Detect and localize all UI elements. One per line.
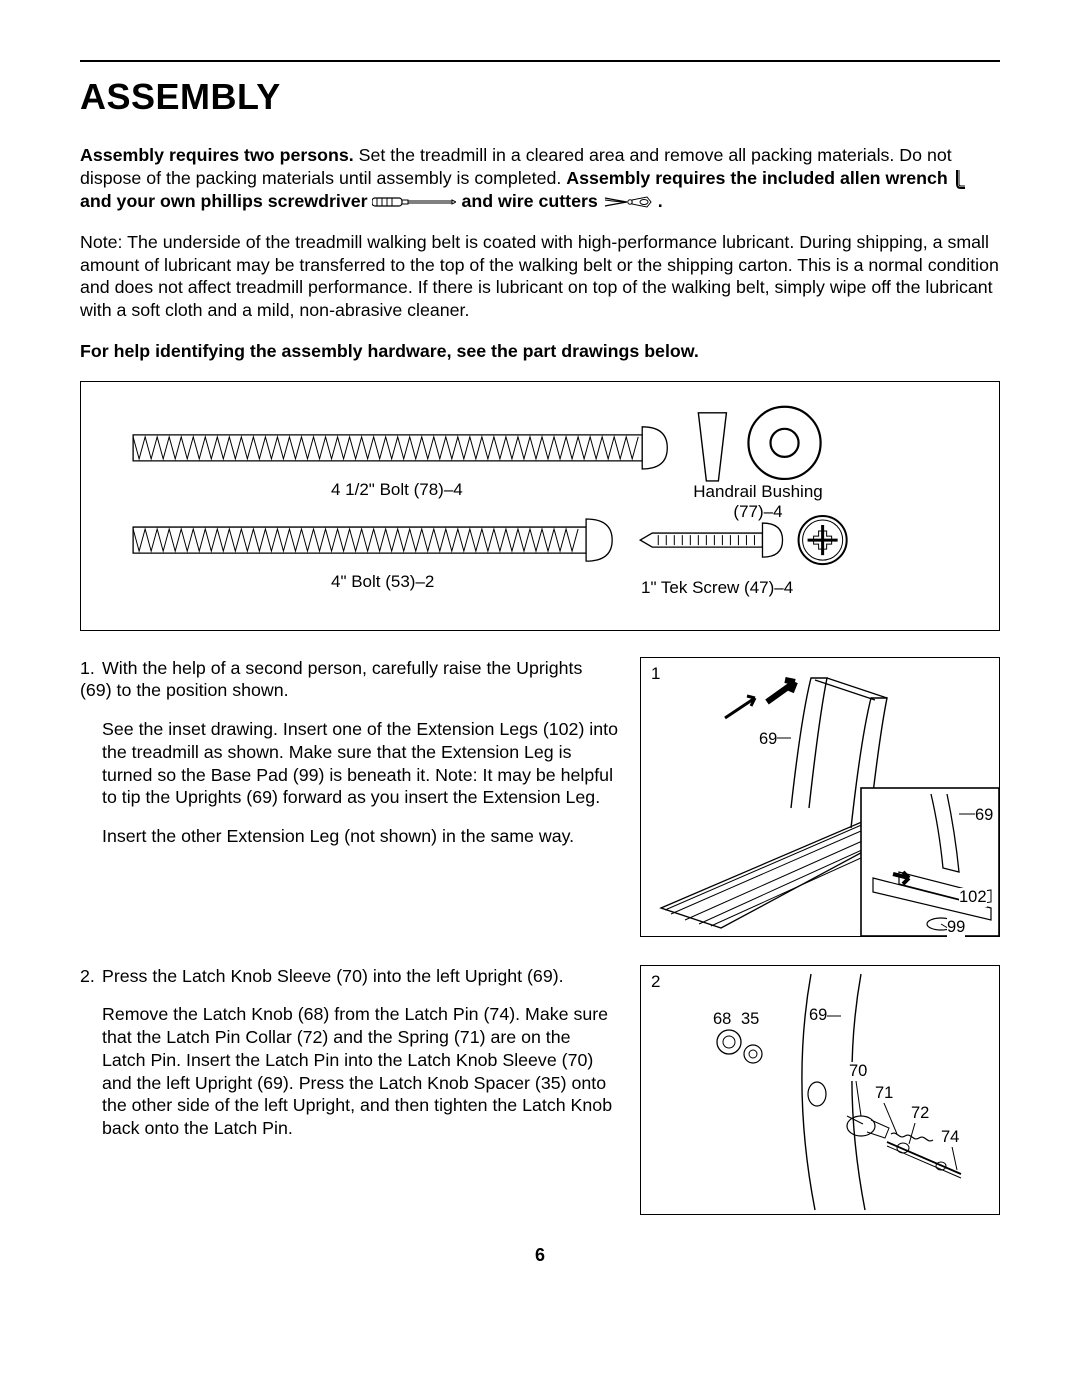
intro-paragraph-1: Assembly requires two persons. Set the t…: [80, 144, 1000, 213]
intro-bold2a: Assembly requires the included allen wre…: [566, 168, 947, 188]
step2-callout-35: 35: [741, 1010, 759, 1029]
intro-paragraph-2: Note: The underside of the treadmill wal…: [80, 231, 1000, 322]
step-2-fig-number: 2: [651, 972, 660, 992]
step-1-p3: Insert the other Extension Leg (not show…: [80, 825, 618, 848]
page-title: ASSEMBLY: [80, 76, 1000, 118]
page-number: 6: [80, 1245, 1000, 1266]
top-rule: [80, 60, 1000, 62]
step1-callout-99: 99: [947, 918, 965, 937]
step2-callout-69: 69: [809, 1006, 827, 1025]
hardware-diagram: [81, 382, 999, 630]
step1-callout-69b: 69: [975, 806, 993, 825]
step2-callout-71: 71: [875, 1084, 893, 1103]
step-2-figure: 2: [640, 965, 1000, 1215]
step-1-p1: With the help of a second person, carefu…: [80, 658, 582, 701]
step-2-diagram: [641, 966, 1001, 1216]
step-1-fig-number: 1: [651, 664, 660, 684]
step-2-text: 2.Press the Latch Knob Sleeve (70) into …: [80, 965, 618, 1156]
step2-callout-70: 70: [849, 1062, 867, 1081]
intro-paragraph-3: For help identifying the assembly hardwa…: [80, 340, 1000, 363]
intro-bold2c: and wire cutters: [461, 191, 597, 211]
step-1-diagram: [641, 658, 1001, 938]
hw-label-bolt2: 4" Bolt (53)–2: [331, 572, 434, 592]
intro-bold2b: and your own phillips screwdriver: [80, 191, 368, 211]
step-1-figure: 1: [640, 657, 1000, 937]
step1-callout-102: 102: [959, 888, 987, 907]
step-2-number: 2.: [80, 965, 102, 988]
step-2-p1: Press the Latch Knob Sleeve (70) into th…: [102, 966, 564, 986]
step-1-number: 1.: [80, 657, 102, 680]
step-1-row: 1.With the help of a second person, care…: [80, 657, 1000, 937]
intro-period: .: [658, 191, 663, 211]
step-1-p2: See the inset drawing. Insert one of the…: [80, 718, 618, 809]
step2-callout-74: 74: [941, 1128, 959, 1147]
step-2-row: 2.Press the Latch Knob Sleeve (70) into …: [80, 965, 1000, 1215]
hardware-box: 4 1/2" Bolt (78)–4 Handrail Bushing (77)…: [80, 381, 1000, 631]
step-1-text: 1.With the help of a second person, care…: [80, 657, 618, 864]
intro-lead: Assembly requires two persons.: [80, 145, 354, 165]
step2-callout-72: 72: [911, 1104, 929, 1123]
hw-label-tek: 1" Tek Screw (47)–4: [641, 578, 793, 598]
hw-label-bushing: Handrail Bushing (77)–4: [683, 482, 833, 522]
step1-callout-69a: 69: [759, 730, 777, 749]
step-2-p2: Remove the Latch Knob (68) from the Latc…: [80, 1003, 618, 1140]
screwdriver-icon: [372, 195, 456, 209]
step2-callout-68: 68: [713, 1010, 731, 1029]
wire-cutters-icon: [603, 194, 653, 210]
hw-label-bolt1: 4 1/2" Bolt (78)–4: [331, 480, 463, 500]
allen-wrench-icon: [953, 168, 967, 190]
